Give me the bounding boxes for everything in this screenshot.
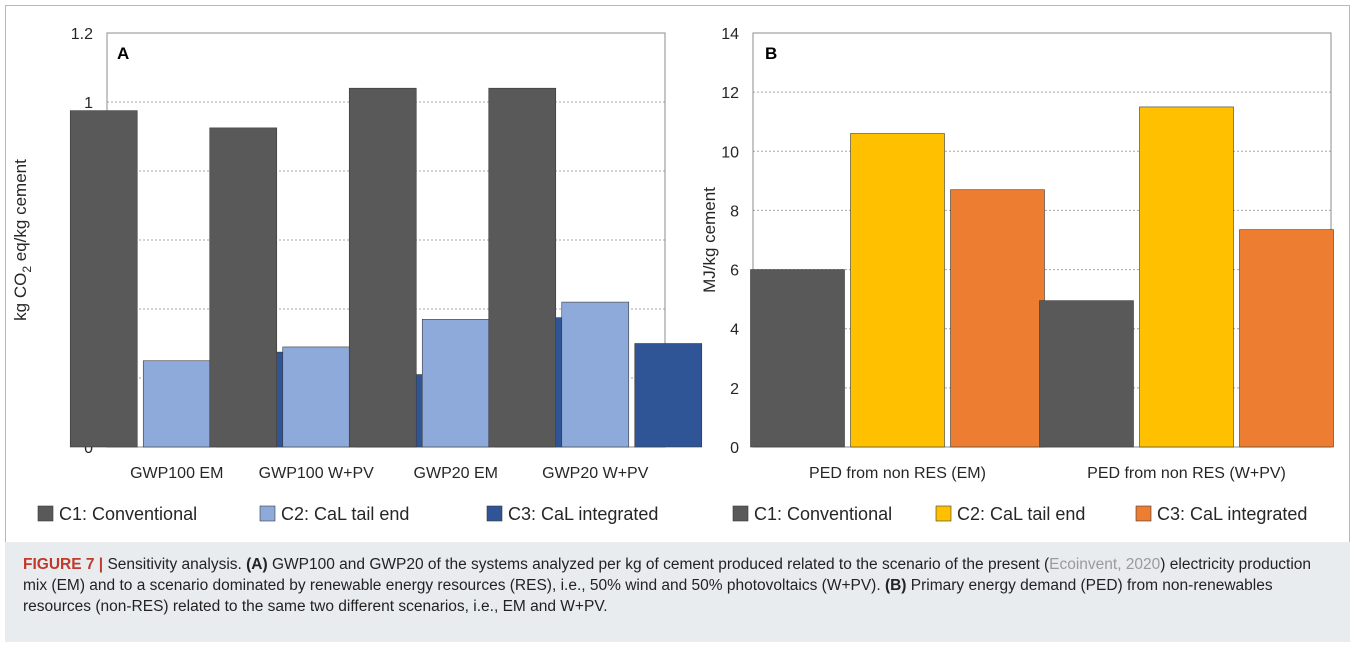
panel-tag: B xyxy=(765,44,777,63)
y-tick-label: 0 xyxy=(730,440,739,457)
bar-c1 xyxy=(488,87,557,448)
y-tick-label: 8 xyxy=(730,203,739,220)
caption-intro: Sensitivity analysis. xyxy=(103,556,247,573)
y-axis-label: MJ/kg cement xyxy=(700,187,719,293)
caption-a-tag: (A) xyxy=(246,556,268,573)
legend-label: C2: CaL tail end xyxy=(957,504,1085,524)
y-axis-label: kg CO2 eq/kg cement xyxy=(11,159,34,321)
caption-b-text: Primary energy demand (PED) from non-ren… xyxy=(23,577,1273,615)
bar-c1 xyxy=(1039,300,1134,448)
bar-c1 xyxy=(209,127,278,448)
legend-swatch xyxy=(732,505,749,522)
y-tick-label: 4 xyxy=(730,322,739,339)
legend-label: C1: Conventional xyxy=(754,504,892,524)
caption-b-tag: (B) xyxy=(884,577,907,594)
bar-c2 xyxy=(1139,106,1234,448)
panel-b-chart: 0 2 4 6 8 10 12 14 B MJ/kg cement PED from non RES… xyxy=(700,26,1334,524)
y-axis-label-subscript: 2 xyxy=(20,266,34,273)
x-category-label: GWP100 W+PV xyxy=(259,465,374,482)
bar-c1 xyxy=(750,269,845,448)
y-tick-label: 10 xyxy=(721,144,739,161)
y-tick-label: 2 xyxy=(730,381,739,398)
legend-label: C2: CaL tail end xyxy=(281,504,409,524)
bar-c2 xyxy=(421,319,490,448)
x-category-label: GWP20 W+PV xyxy=(542,465,649,482)
y-tick-label: 1.2 xyxy=(71,26,93,43)
bar-c1 xyxy=(69,110,138,448)
legend-swatch xyxy=(935,505,952,522)
legend-label: C1: Conventional xyxy=(59,504,197,524)
x-category-label: PED from non RES (EM) xyxy=(809,465,986,482)
x-category-label: GWP100 EM xyxy=(130,465,223,482)
bar-c2 xyxy=(561,301,630,448)
bar-c2 xyxy=(142,360,211,448)
bar-c3 xyxy=(1239,229,1334,448)
y-tick-label: 12 xyxy=(721,85,739,102)
legend-label: C3: CaL integrated xyxy=(508,504,658,524)
x-category-label: GWP20 EM xyxy=(414,465,498,482)
caption-a-text-2: ) electricity production mix (EM) and to… xyxy=(23,556,1312,594)
bar-c3 xyxy=(950,189,1045,448)
figure-caption: FIGURE 7 | Sensitivity analysis. (A) GWP… xyxy=(5,542,1350,642)
y-tick-label: 1 xyxy=(84,95,93,112)
y-axis-label-part: kg CO xyxy=(11,273,30,321)
panel-tag: A xyxy=(117,44,129,63)
bar-c1 xyxy=(348,87,417,448)
bar-c3 xyxy=(634,343,703,448)
y-tick-label: 14 xyxy=(721,26,739,43)
caption-reference-link[interactable]: Ecoinvent, 2020 xyxy=(1049,556,1161,573)
caption-a-text-1: GWP100 and GWP20 of the systems analyzed… xyxy=(267,556,1050,573)
bar-c2 xyxy=(282,346,351,448)
y-tick-label: 0 xyxy=(84,440,93,457)
legend-swatch xyxy=(37,505,54,522)
figure-label: FIGURE 7 | xyxy=(23,556,104,573)
legend-label: C3: CaL integrated xyxy=(1157,504,1307,524)
legend-swatch xyxy=(486,505,503,522)
bar-c2 xyxy=(850,133,945,448)
y-axis-label-part: eq/kg cement xyxy=(11,159,30,266)
legend-swatch xyxy=(1135,505,1152,522)
legend-swatch xyxy=(259,505,276,522)
y-tick-label: 6 xyxy=(730,263,739,280)
x-category-label: PED from non RES (W+PV) xyxy=(1087,465,1286,482)
